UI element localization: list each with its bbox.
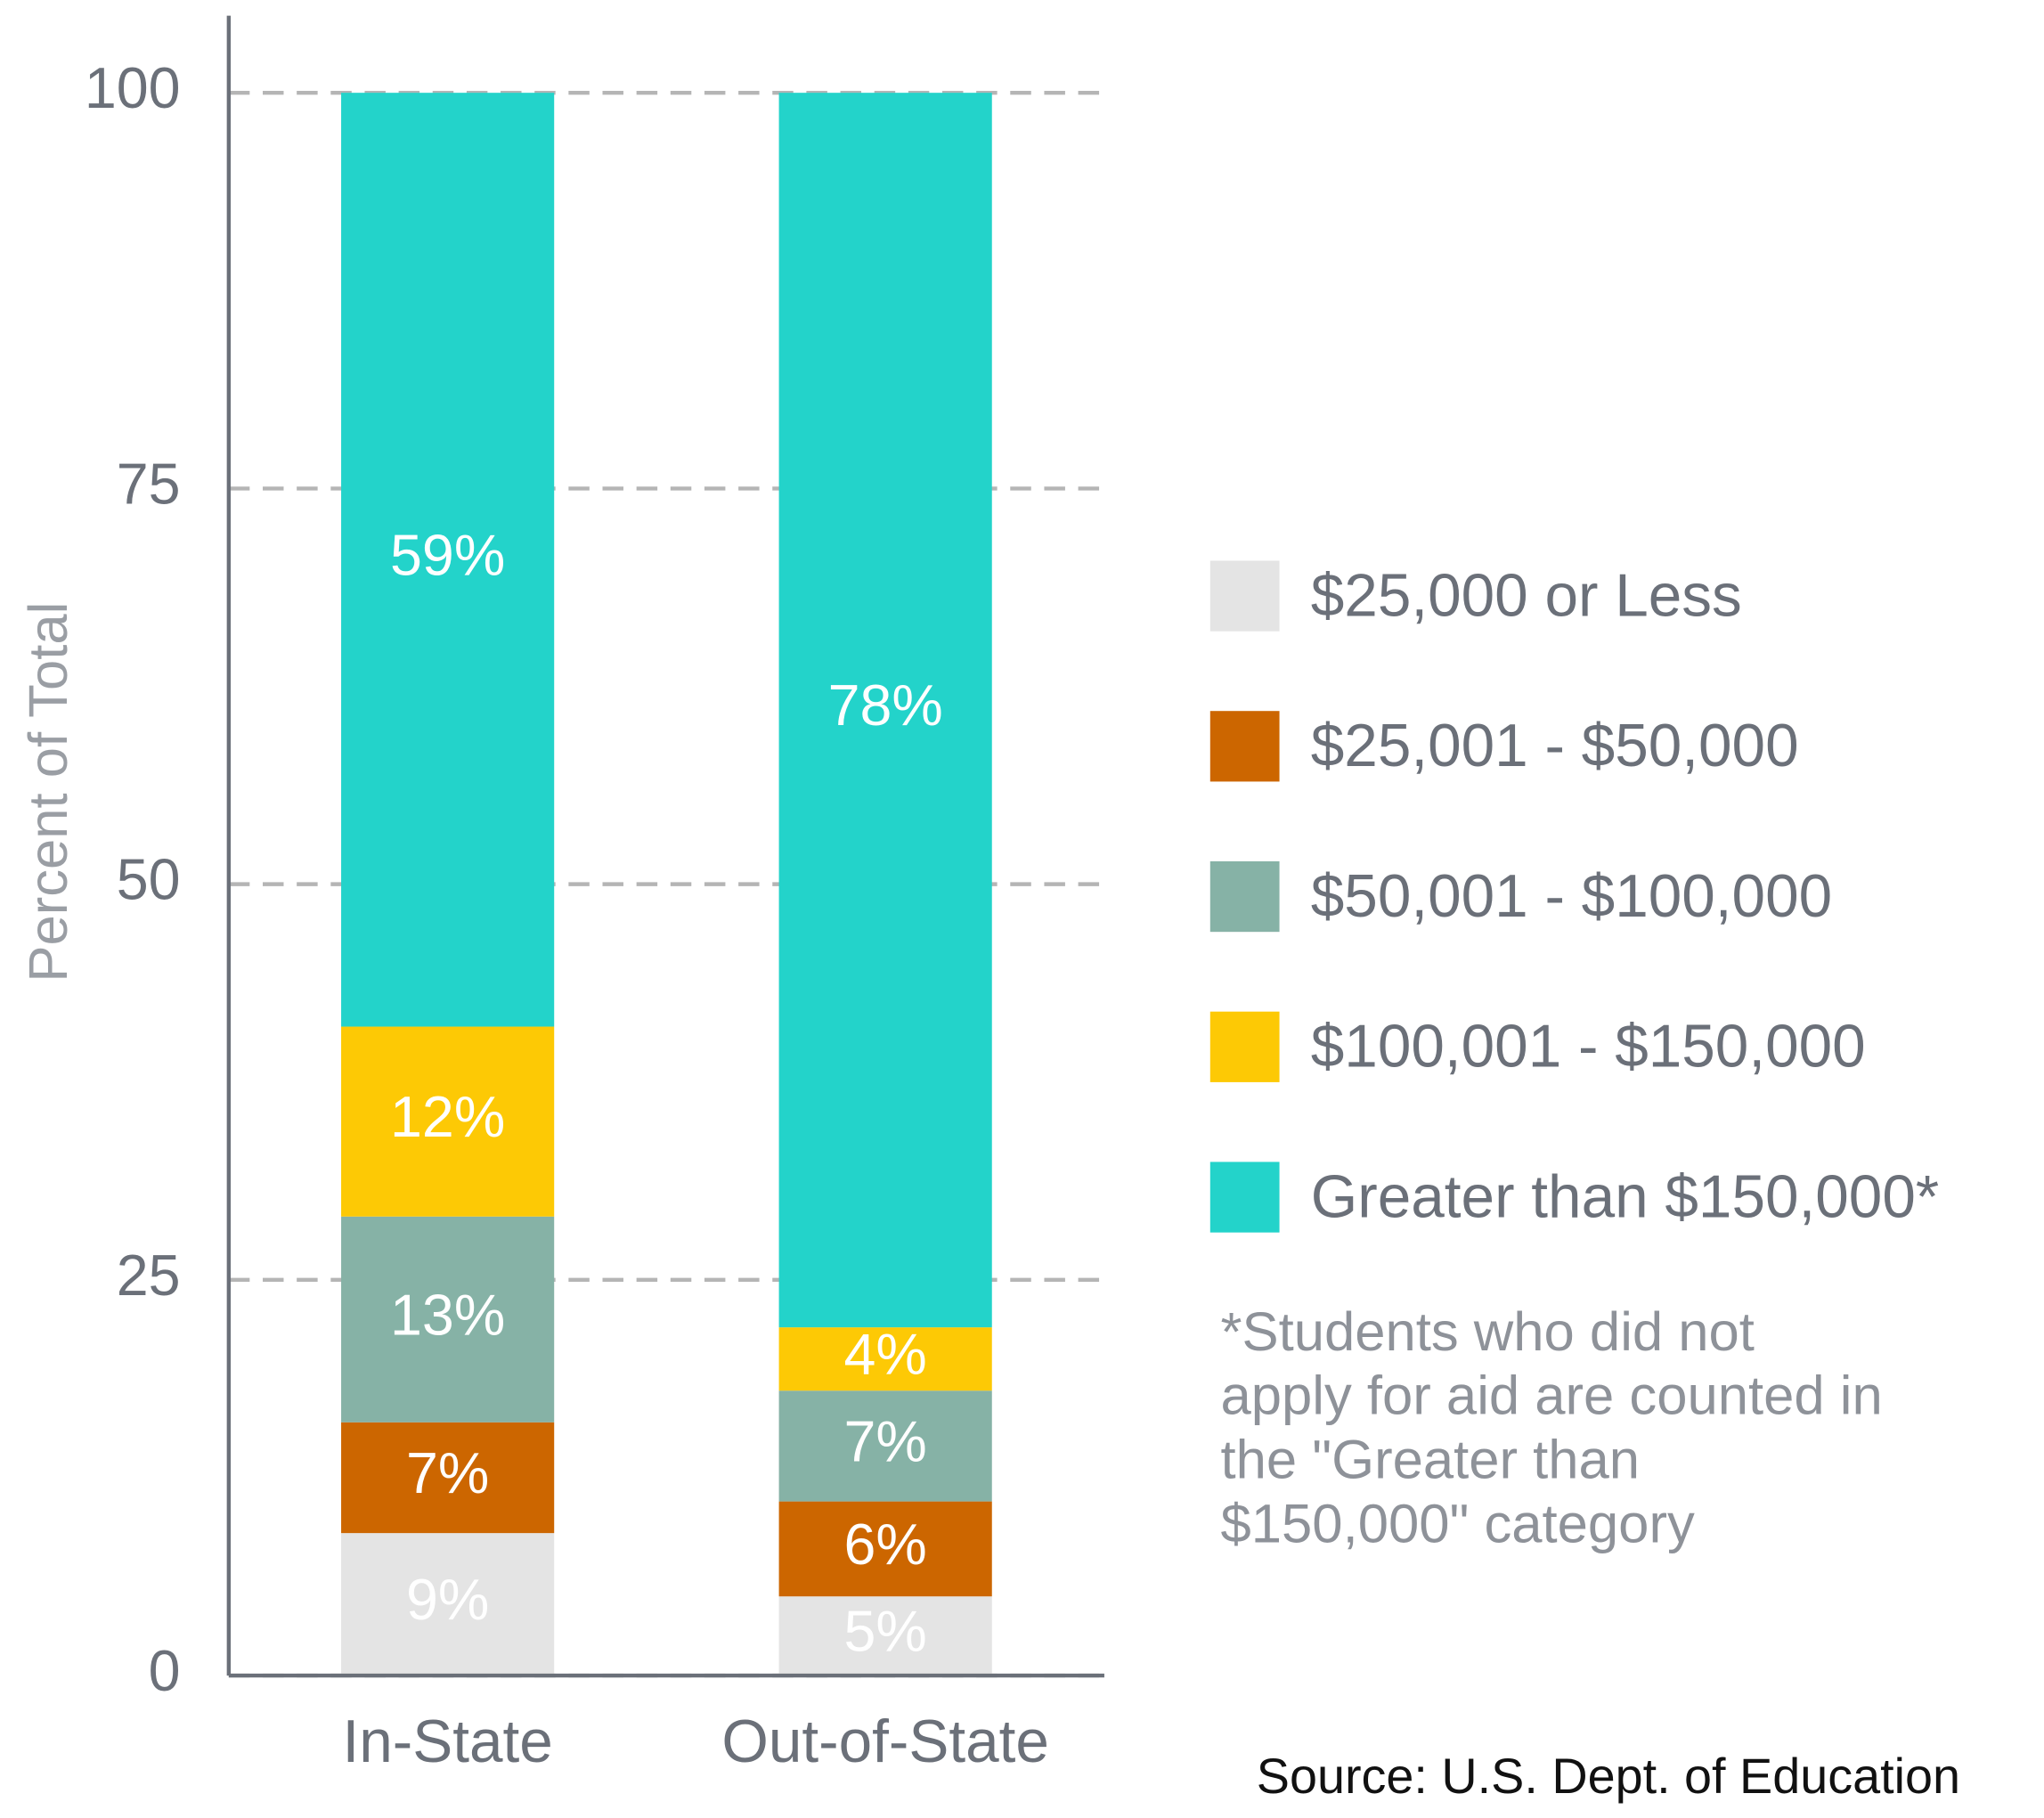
- y-tick-label: 50: [117, 848, 181, 912]
- y-tick-label: 25: [117, 1243, 181, 1308]
- data-label: 7%: [844, 1409, 927, 1473]
- bar-segment: [341, 1216, 555, 1423]
- bar-segment: [778, 1390, 992, 1502]
- legend-swatch: [1209, 1011, 1280, 1082]
- bar-segment: [778, 1327, 992, 1391]
- bar-segment: [778, 1596, 992, 1676]
- legend-swatch: [1209, 860, 1280, 933]
- source: Source: U.S. Dept. of Education: [1257, 1749, 1960, 1804]
- legend-label: $50,001 - $100,000: [1311, 863, 1832, 930]
- y-tick-label: 100: [85, 56, 181, 120]
- data-label: 6%: [844, 1512, 927, 1577]
- y-tick-label: 0: [149, 1639, 181, 1703]
- footnote: the "Greater than: [1221, 1430, 1641, 1491]
- bar-segment: [341, 1533, 555, 1676]
- x-tick-label: Out-of-State: [721, 1708, 1049, 1775]
- data-label: 13%: [390, 1283, 505, 1347]
- bar-segment: [778, 1501, 992, 1597]
- x-tick-label: In-State: [342, 1708, 552, 1775]
- data-label: 59%: [390, 523, 505, 587]
- y-tick-label: 75: [117, 452, 181, 516]
- bar-segment: [341, 93, 555, 1027]
- bar-segment: [341, 1026, 555, 1217]
- legend-swatch: [1209, 560, 1280, 632]
- data-label: 5%: [844, 1600, 927, 1664]
- legend-swatch: [1209, 711, 1280, 782]
- legend-label: $100,001 - $150,000: [1311, 1014, 1866, 1080]
- data-label: 9%: [406, 1568, 489, 1632]
- legend-label: Greater than $150,000*: [1311, 1163, 1939, 1230]
- bar-segment: [778, 93, 992, 1328]
- data-label: 7%: [406, 1441, 489, 1505]
- legend-label: $25,000 or Less: [1311, 562, 1742, 629]
- footnote: $150,000" category: [1221, 1494, 1695, 1555]
- footnote: apply for aid are counted in: [1221, 1366, 1883, 1427]
- legend-label: $25,001 - $50,000: [1311, 713, 1799, 779]
- y-axis-label: Percent of Total: [18, 602, 79, 982]
- data-label: 12%: [390, 1085, 505, 1149]
- data-label: 4%: [844, 1323, 927, 1387]
- footnote: *Students who did not: [1221, 1301, 1755, 1363]
- legend-swatch: [1209, 1162, 1280, 1233]
- data-label: 78%: [828, 673, 943, 738]
- bar-segment: [341, 1422, 555, 1534]
